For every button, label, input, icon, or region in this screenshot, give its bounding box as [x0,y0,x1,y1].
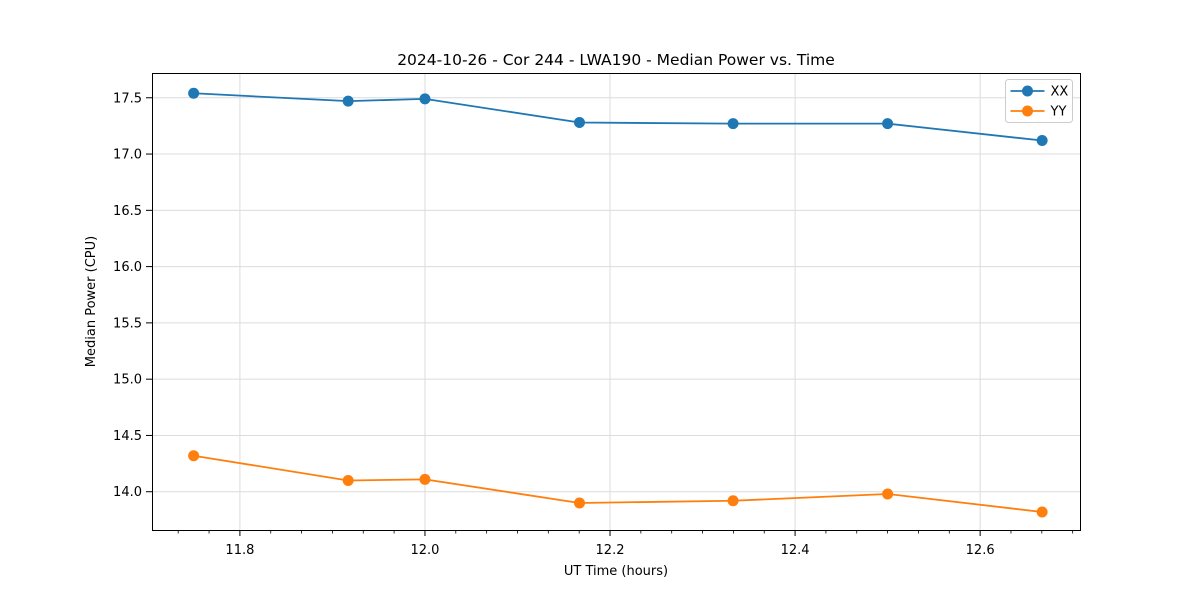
y-tick-label: 17.5 [113,91,142,106]
y-tick-label: 16.5 [113,204,142,219]
series-line-yy [192,454,1044,513]
x-tick-label: 12.2 [596,543,625,558]
x-axis-label: UT Time (hours) [564,564,668,579]
y-axis-label: Median Power (CPU) [84,236,99,367]
axes-border [152,73,1081,531]
data-point-xx [188,87,200,99]
legend-sample-marker-xx [1022,85,1033,97]
data-point-yy [573,497,585,509]
data-point-yy [1036,506,1048,518]
series-layer [188,87,1048,518]
x-tick-label: 12.6 [966,543,995,558]
legend-sample-marker-yy [1022,105,1033,117]
data-point-xx [1036,135,1048,147]
y-tick-label: 14.0 [113,485,142,500]
data-point-yy [342,474,354,486]
x-tick-label: 12.0 [410,543,439,558]
data-point-xx [882,118,894,130]
x-tick-label: 11.8 [225,543,254,558]
data-point-yy [419,473,431,485]
data-point-xx [342,95,354,107]
chart-title: 2024-10-26 - Cor 244 - LWA190 - Median P… [397,51,835,69]
y-tick-label: 15.5 [113,316,142,331]
data-point-xx [419,93,431,105]
y-tick-label: 17.0 [113,148,142,163]
legend-label-yy: YY [1050,105,1067,120]
data-point-xx [727,118,739,130]
axes-layer [146,73,1081,536]
data-point-yy [882,488,894,500]
data-point-yy [727,495,739,507]
legend: XX YY [1005,79,1073,123]
data-point-xx [573,117,585,129]
data-point-yy [188,450,200,462]
y-tick-label: 15.0 [113,373,142,388]
y-tick-label: 14.5 [113,429,142,444]
grid-layer [152,73,1081,530]
tick-label-layer: 11.8 12.0 12.2 12.4 12.6 14.0 14.5 15.0 15.5 16.0… [113,91,995,558]
x-tick-label: 12.4 [781,543,810,558]
y-tick-label: 16.0 [113,260,142,275]
legend-label-xx: XX [1051,85,1069,100]
series-line-xx [192,92,1044,142]
